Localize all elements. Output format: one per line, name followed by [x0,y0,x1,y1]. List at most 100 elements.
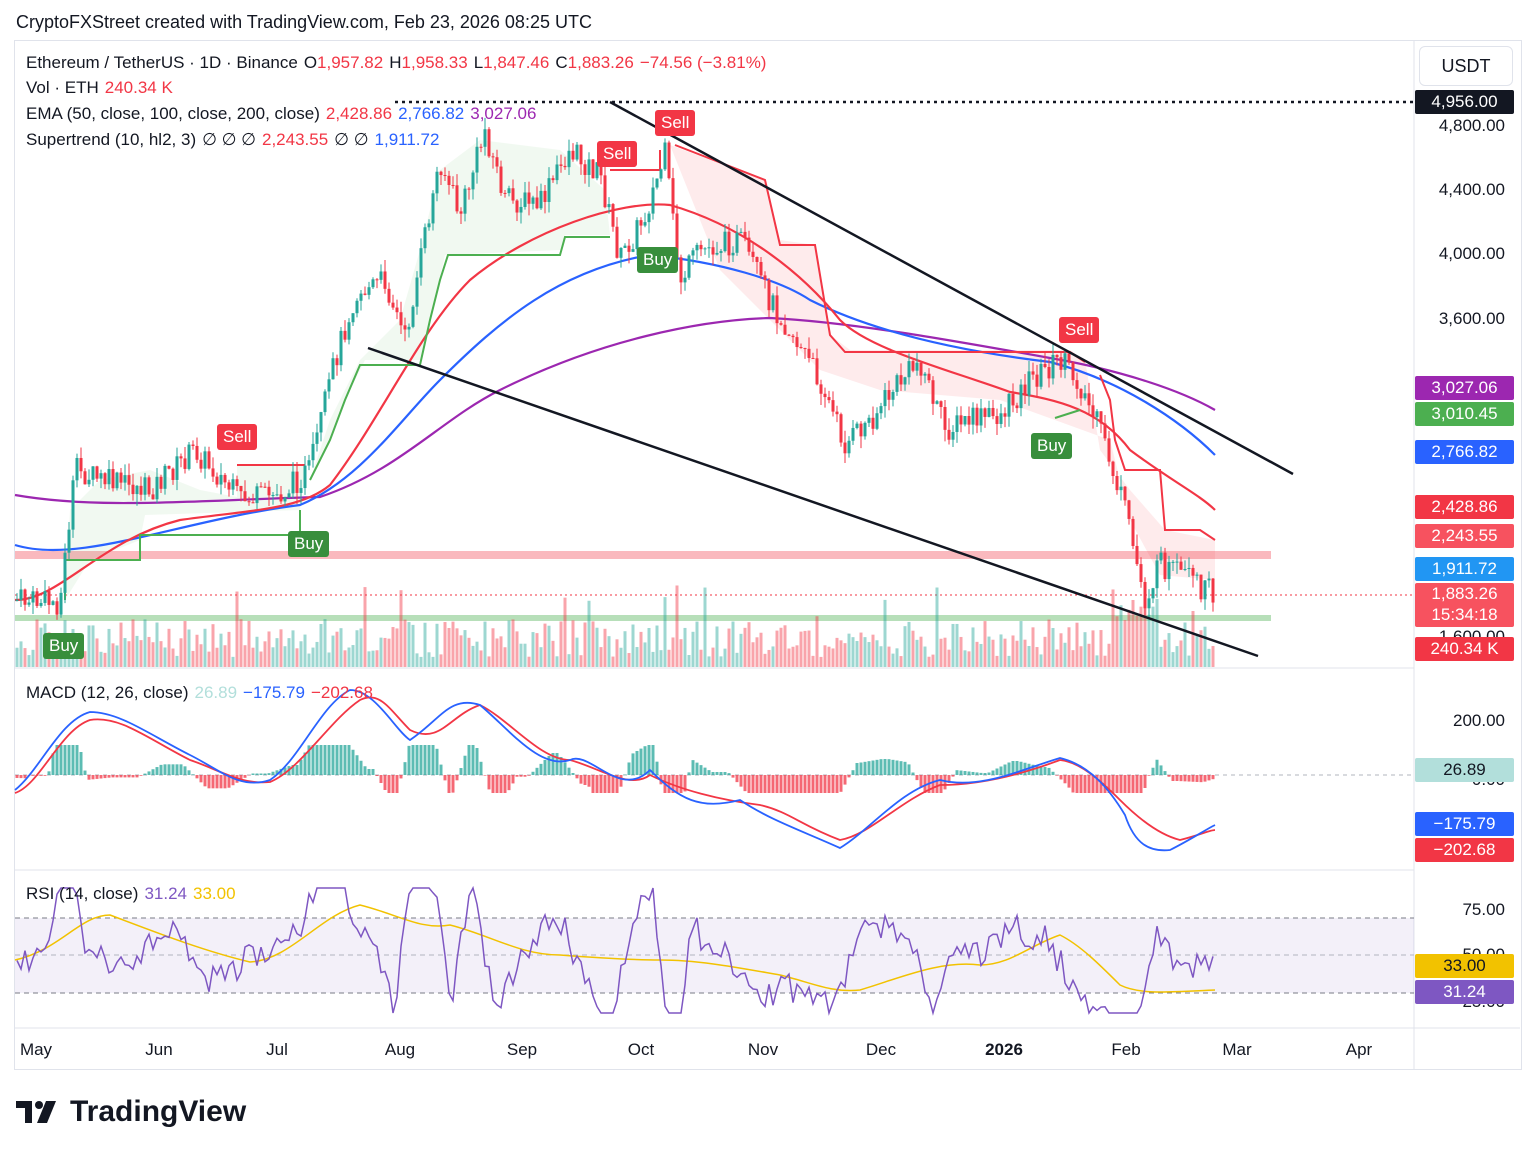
macd-hist-bar [991,770,995,775]
volume-bar [187,629,191,667]
macd-hist-bar [963,771,967,775]
macd-hist-bar [103,775,107,779]
macd-hist-bar [459,768,463,775]
volume-bar [907,621,911,667]
supertrend-up-fill [310,140,610,480]
candle-body [1027,371,1031,396]
candle-body [839,414,843,443]
candle-body [1211,578,1215,603]
macd-hist-bar [1047,767,1051,775]
ema-label[interactable]: EMA (50, close, 100, close, 200, close) [26,104,320,123]
macd-hist-bar [1179,775,1183,782]
macd-hist-bar [19,775,23,779]
volume-bar [975,641,979,667]
macd-hist-bar [943,775,947,790]
candle-body [483,129,487,147]
volume-bar [107,628,111,667]
macd-hist-bar [467,745,471,775]
macd-hist-bar [455,775,459,781]
macd-hist-bar [127,775,131,778]
volume-bar [627,653,631,667]
supertrend-label[interactable]: Supertrend (10, hl2, 3) [26,130,197,149]
macd-hist-bar [987,772,991,775]
candle-body [91,466,95,480]
candle-body [995,416,999,424]
volume-bar [163,647,167,667]
macd-hist-bar [847,775,851,778]
volume-bar [1027,645,1031,667]
volume-bar [663,597,667,667]
macd-hist-bar [655,761,659,775]
macd-hist-bar [499,775,503,793]
macd-hist-bar [259,773,263,775]
macd-hist-bar [227,775,231,788]
currency-unit-button[interactable]: USDT [1419,46,1513,86]
volume-bar [851,637,855,667]
macd-hist-bar [915,775,919,781]
last-price-value: 1,883.26 [1431,584,1498,603]
macd-hist-bar [527,775,531,776]
candle-body [759,261,763,276]
candle-body [247,501,251,503]
volume-bar [247,620,251,667]
volume-bar [31,649,35,667]
macd-hist-bar [971,771,975,775]
volume-bar [1119,605,1123,667]
macd-hist-bar [967,771,971,775]
volume-bar [691,631,695,667]
candle-body [343,330,347,340]
macd-hist-bar [635,751,639,775]
rsi-label[interactable]: RSI (14, close) [26,884,139,903]
candle-body [1119,486,1123,491]
candle-body [835,411,839,415]
volume-bar [727,628,731,667]
symbol-title[interactable]: Ethereum / TetherUS · 1D · Binance [26,53,298,72]
low-label: L [473,53,484,72]
volume-bar [831,648,835,667]
macd-hist-bar [551,753,555,775]
sell-signal-tag: Sell [1059,317,1100,343]
candle-body [1191,567,1195,576]
ema200-value: 3,027.06 [470,104,537,123]
candle-body [623,245,627,248]
volume-bar [1099,630,1103,667]
candle-body [999,413,1003,424]
volume-bar [439,654,443,667]
buy-signal-tag: Buy [637,247,679,273]
upper-trendline [609,100,1294,476]
volume-bar [1195,634,1199,667]
volume-bar [479,650,483,667]
candle-body [747,237,751,252]
macd-hist-bar [651,745,655,775]
volume-bar [731,621,735,667]
time-axis-label: Oct [627,1040,655,1059]
macd-hist-bar [311,745,315,775]
volume-bar [175,655,179,667]
macd-hist-bar [699,765,703,775]
candle-body [283,497,287,502]
candle-body [1019,384,1023,409]
macd-hist-bar [447,775,451,793]
volume-bar [459,635,463,667]
volume-bar [511,619,515,667]
macd-hist-bar [1195,775,1199,782]
volume-bar [803,630,807,667]
volume-label[interactable]: Vol · ETH [26,78,99,97]
volume-bar [503,647,507,667]
candle-body [155,476,159,500]
candle-body [387,288,391,303]
macd-hist-bar [475,748,479,775]
macd-hist-bar [1187,775,1191,782]
macd-hist-bar [431,745,435,775]
tradingview-logo[interactable]: TradingView [16,1095,246,1129]
volume-bar [407,622,411,667]
candle-body [287,493,291,498]
macd-hist-bar [715,772,719,775]
macd-label[interactable]: MACD (12, 26, close) [26,683,189,702]
volume-bar [935,587,939,667]
macd-hist-bar [1111,775,1115,793]
macd-hist-bar [867,761,871,775]
candle-body [895,375,899,392]
volume-bar [599,647,603,667]
